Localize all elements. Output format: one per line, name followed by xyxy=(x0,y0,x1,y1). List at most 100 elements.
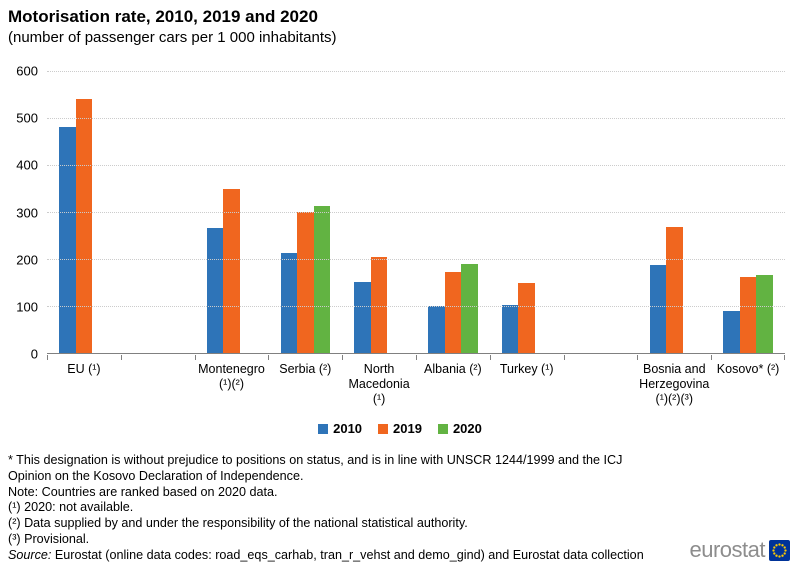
legend-label-2019: 2019 xyxy=(393,421,422,436)
bar-group-bars xyxy=(501,71,552,353)
gridline-500 xyxy=(47,118,785,119)
bar-2020-Kosovo* (²) xyxy=(756,275,773,353)
x-category-label-line: Bosnia and xyxy=(642,362,706,376)
x-axis-tick xyxy=(489,355,491,360)
x-category-label-line: Turkey (¹) xyxy=(499,362,554,376)
x-category-label-line: Herzegovina xyxy=(639,377,710,391)
bar-2020-Albania (²) xyxy=(461,263,478,353)
footnote-line: * This designation is without prejudice … xyxy=(8,453,623,467)
bar-group-bars xyxy=(280,71,331,353)
x-category-label-line: Montenegro xyxy=(198,362,265,376)
y-tick-label-600: 600 xyxy=(16,63,38,79)
bar-cell xyxy=(313,71,331,353)
bar-group-bars xyxy=(428,71,478,353)
x-category-label-line: Serbia (²) xyxy=(279,362,332,376)
bar-cell xyxy=(280,71,298,353)
legend-swatch-2020 xyxy=(437,423,448,434)
bar-2020-Serbia (²) xyxy=(313,206,331,353)
y-tick-label-500: 500 xyxy=(16,110,38,126)
bar-2010-Turkey (¹) xyxy=(501,305,519,353)
x-axis-tick xyxy=(563,355,565,360)
bar-2019-Albania (²) xyxy=(444,272,462,353)
footnote-line: Note: Countries are ranked based on 2020… xyxy=(8,484,278,499)
bar-cell xyxy=(354,71,371,353)
bar-group-Turkey (¹) xyxy=(490,71,564,353)
legend-item-2010: 2010 xyxy=(318,421,362,436)
bar-group-Bosnia and Herzegovina (¹)(²)(³) xyxy=(637,71,711,353)
x-axis-tick xyxy=(268,355,270,360)
x-category-label-EU (¹): EU (¹) xyxy=(47,362,121,407)
chart-subtitle: (number of passenger cars per 1 000 inha… xyxy=(8,29,337,46)
bar-2010-Serbia (²) xyxy=(280,252,298,353)
y-tick-label-200: 200 xyxy=(16,252,38,268)
bar-2010-North Macedonia (¹) xyxy=(354,282,371,353)
x-category-label-line: (¹)(²)(³) xyxy=(655,392,693,406)
gridline-200 xyxy=(47,259,785,260)
x-category-label-Kosovo* (²): Kosovo* (²) xyxy=(711,362,785,407)
eurostat-logo: eurostat xyxy=(689,537,790,562)
footnotes: * This designation is without prejudice … xyxy=(8,453,708,564)
footnote-line: Opinion on the Kosovo Declaration of Ind… xyxy=(8,468,304,483)
eurostat-logo-text: eurostat xyxy=(689,537,766,562)
x-axis-tick xyxy=(47,355,48,360)
source-text: Eurostat (online data codes: road_eqs_ca… xyxy=(51,547,644,562)
x-category-label-Albania (²): Albania (²) xyxy=(416,362,490,407)
x-category-label-line: Albania (²) xyxy=(424,362,482,376)
x-category-label-line: (¹)(²) xyxy=(219,377,244,391)
x-axis-tick xyxy=(416,355,417,360)
bar-cell xyxy=(518,71,535,353)
bar-2010-Albania (²) xyxy=(428,306,445,353)
bar-2019-Montenegro (¹)(²) xyxy=(223,188,240,353)
x-axis-tick xyxy=(120,355,122,360)
bar-slots xyxy=(47,71,785,353)
x-category-label-line: Macedonia xyxy=(348,377,410,391)
bar-2019-EU (¹) xyxy=(75,98,93,353)
legend-swatch-2010 xyxy=(318,423,329,434)
y-tick-label-400: 400 xyxy=(16,157,38,173)
bar-cell xyxy=(75,71,93,353)
chart-title: Motorisation rate, 2010, 2019 and 2020 xyxy=(8,7,318,26)
bar-cell xyxy=(649,71,667,353)
x-category-label-line: Kosovo* (²) xyxy=(716,362,780,376)
x-category-label-empty-1 xyxy=(121,362,195,407)
legend-label-2020: 2020 xyxy=(452,421,482,436)
bar-cell xyxy=(370,71,388,353)
bar-cell xyxy=(297,71,314,353)
footnote-line: (²) Data supplied by and under the respo… xyxy=(8,516,468,531)
legend-item-2019: 2019 xyxy=(378,421,422,436)
bar-group-bars xyxy=(59,71,109,353)
bar-cell xyxy=(428,71,445,353)
bar-2019-Turkey (¹) xyxy=(518,282,535,353)
footnote-line: (³) Provisional. xyxy=(8,531,90,546)
y-tick-label-300: 300 xyxy=(16,205,38,220)
bar-group-Albania (²) xyxy=(416,71,490,353)
bar-2019-Kosovo* (²) xyxy=(739,277,757,353)
x-category-label-empty-7 xyxy=(564,362,638,407)
footnote-line: (¹) 2020: not available. xyxy=(8,500,134,515)
x-axis-tick xyxy=(342,355,344,360)
gridline-400 xyxy=(47,165,785,166)
bar-group-bars xyxy=(354,71,404,353)
bar-cell xyxy=(739,71,757,353)
x-category-label-line: North xyxy=(363,362,395,376)
legend: 2010 2019 2020 xyxy=(0,421,800,436)
x-axis-tick xyxy=(784,355,785,360)
bar-group-EU (¹) xyxy=(47,71,121,353)
bar-cell xyxy=(461,71,478,353)
bar-cell xyxy=(223,71,240,353)
x-category-label-Montenegro (¹)(²): Montenegro (¹)(²) xyxy=(195,362,269,407)
plot-area xyxy=(47,71,785,360)
source-line: Source: Eurostat (online data codes: roa… xyxy=(8,548,708,564)
y-axis-labels: 0 100 200 300 400 500 600 xyxy=(0,64,40,362)
x-axis-tick xyxy=(711,355,713,360)
x-category-label-line: EU (¹) xyxy=(67,362,101,376)
eu-flag-icon xyxy=(769,539,790,561)
x-category-label-line: (¹) xyxy=(372,392,386,406)
x-category-label-Serbia (²): Serbia (²) xyxy=(268,362,342,407)
bar-2010-Montenegro (¹)(²) xyxy=(206,228,224,353)
y-tick-label-0: 0 xyxy=(30,346,38,362)
gridline-600 xyxy=(47,71,785,72)
bar-group-bars xyxy=(723,71,773,353)
legend-swatch-2019 xyxy=(378,423,389,434)
